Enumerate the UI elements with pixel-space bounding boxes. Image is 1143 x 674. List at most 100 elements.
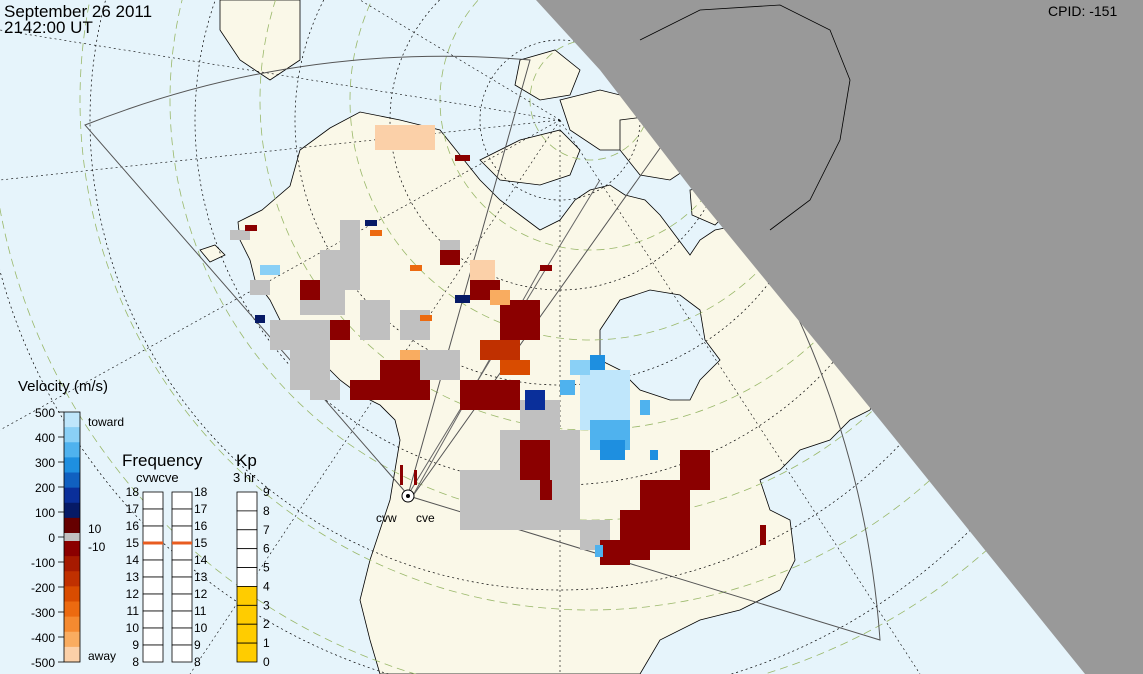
ground-scatter-label-negative: -10 xyxy=(88,540,106,554)
kp-box xyxy=(236,623,258,644)
frequency-tick-label-right: 16 xyxy=(194,519,208,533)
velocity-tick-label: -300 xyxy=(31,606,55,620)
kp-tick-label: 4 xyxy=(263,579,270,593)
frequency-box xyxy=(171,627,193,646)
frequency-box xyxy=(142,627,164,646)
ground-scatter-swatch xyxy=(64,533,80,541)
frequency-box xyxy=(142,610,164,629)
frequency-box xyxy=(142,576,164,595)
velocity-color-step xyxy=(64,556,80,572)
siberia xyxy=(219,0,301,81)
kp-tick-label: 9 xyxy=(263,485,270,499)
kp-box xyxy=(236,491,258,512)
velocity-ticks: 500 400 300 200 100 0 -100 -200 -300 -400 -500 xyxy=(31,406,64,670)
velocity-color-step xyxy=(64,631,80,648)
frequency-tick-label-right: 10 xyxy=(194,621,208,635)
frequency-tick-label-left: 15 xyxy=(126,536,140,550)
velocity-color-step xyxy=(64,412,80,428)
frequency-box xyxy=(142,508,164,527)
away-velocities xyxy=(245,155,766,565)
velocity-color-step xyxy=(64,616,80,633)
kp-box xyxy=(236,604,258,625)
velocity-tick-label: 200 xyxy=(35,481,55,495)
kp-legend: Kp 3 hr 9 8 7 6 5 4 3 2 1 0 xyxy=(233,451,270,669)
frequency-box xyxy=(171,576,193,595)
frequency-box xyxy=(142,542,164,561)
velocity-color-step xyxy=(64,586,80,602)
velocity-tick-label: -400 xyxy=(31,631,55,645)
frequency-box xyxy=(142,593,164,612)
cvw-frequency-marker xyxy=(143,541,163,545)
velocity-legend: Velocity (m/s) 500 400 300 200 100 0 -100 -200 -… xyxy=(18,378,124,670)
time-label: 2142:00 UT xyxy=(4,18,93,37)
date-label: September 26 2011 xyxy=(4,2,153,21)
arctic-island xyxy=(479,129,581,186)
kp-box xyxy=(236,510,258,531)
velocity-tick-label: -200 xyxy=(31,581,55,595)
velocity-color-step xyxy=(64,457,80,473)
velocity-color-step xyxy=(64,472,80,489)
frequency-tick-label-right: 9 xyxy=(194,638,201,652)
frequency-tick-label-left: 8 xyxy=(132,655,139,669)
frequency-box xyxy=(171,525,193,544)
frequency-tick-label-right: 11 xyxy=(194,604,207,618)
frequency-tick-label-right: 15 xyxy=(194,536,208,550)
cve-frequency-marker xyxy=(172,541,192,545)
kp-tick-label: 0 xyxy=(263,655,270,669)
frequency-box xyxy=(171,542,193,561)
frequency-tick-label-right: 13 xyxy=(194,570,208,584)
kp-tick-label: 3 xyxy=(263,598,270,612)
kp-box xyxy=(236,529,258,550)
velocity-color-step xyxy=(64,502,80,519)
velocity-tick-label: 400 xyxy=(35,431,55,445)
frequency-tick-label-right: 14 xyxy=(194,553,208,567)
frequency-tick-label-right: 8 xyxy=(194,655,201,669)
frequency-box xyxy=(171,491,193,510)
frequency-box xyxy=(142,525,164,544)
cpid-value: -151 xyxy=(1089,3,1118,19)
frequency-tick-label-left: 12 xyxy=(126,587,140,601)
frequency-tick-label-left: 18 xyxy=(126,485,140,499)
frequency-tick-label-left: 14 xyxy=(126,553,140,567)
velocity-color-step xyxy=(64,646,80,663)
kp-tick-label: 1 xyxy=(263,636,270,650)
velocity-tick-label: -100 xyxy=(31,556,55,570)
ground-scatter xyxy=(230,220,610,550)
greenland-outline xyxy=(639,4,851,231)
kp-box xyxy=(236,567,258,587)
frequency-tick-label-left: 9 xyxy=(132,638,139,652)
velocity-legend-title: Velocity (m/s) xyxy=(18,378,108,395)
velocity-color-step xyxy=(64,427,80,443)
cpid-label: CPID: xyxy=(1048,3,1086,19)
frequency-box xyxy=(171,559,193,578)
velocity-toward-label: toward xyxy=(88,415,124,429)
frequency-box xyxy=(171,593,193,612)
kp-box xyxy=(236,548,258,568)
velocity-tick-label: -500 xyxy=(31,656,55,670)
north-america-land xyxy=(237,111,881,674)
velocity-color-step xyxy=(64,517,80,534)
velocity-color-step xyxy=(64,487,80,504)
kp-tick-label: 2 xyxy=(263,617,270,631)
velocity-tick-label: 100 xyxy=(35,506,55,520)
frequency-tick-label-left: 10 xyxy=(126,621,140,635)
frequency-box xyxy=(171,610,193,629)
kp-legend-title: Kp xyxy=(236,451,257,470)
frequency-tick-label-left: 16 xyxy=(126,519,140,533)
frequency-tick-label-right: 12 xyxy=(194,587,208,601)
aleutian-islands xyxy=(199,244,226,263)
velocity-away-label: away xyxy=(88,649,116,663)
frequency-scale: 18 18 17 17 16 16 15 15 14 14 13 13 12 12 11 11 10 10 9 9 8 8 xyxy=(126,485,208,669)
frequency-legend-radars: cvwcve xyxy=(136,470,179,485)
kp-tick-label: 6 xyxy=(263,542,270,556)
frequency-box xyxy=(171,508,193,527)
frequency-tick-label-right: 18 xyxy=(194,485,208,499)
night-shade xyxy=(536,0,1143,674)
velocity-tick-label: 500 xyxy=(35,406,55,420)
cpid-display: CPID: -151 xyxy=(1048,3,1117,20)
kp-tick-label: 7 xyxy=(263,523,270,537)
frequency-box xyxy=(142,559,164,578)
